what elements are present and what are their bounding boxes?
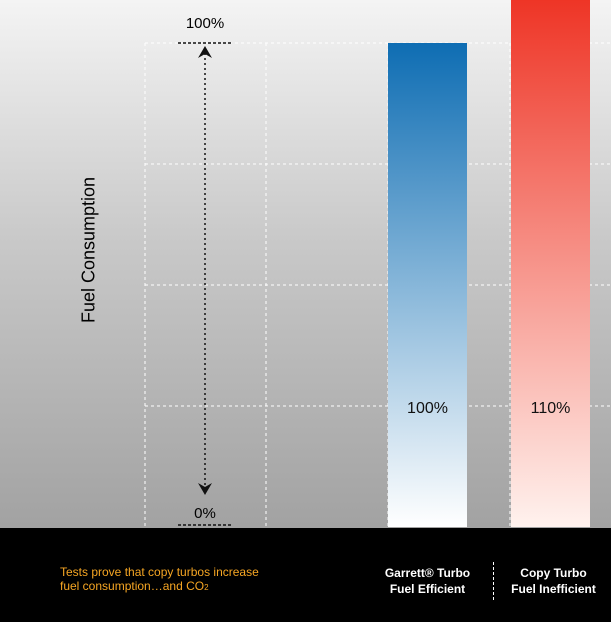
bar-garrett [388, 43, 467, 527]
y-tick-label-100: 100% [185, 15, 225, 32]
y-axis-label: Fuel Consumption [78, 176, 99, 324]
category-divider [493, 562, 494, 600]
footnote: Tests prove that copy turbos increase fu… [60, 565, 350, 595]
arrow-head-up [198, 46, 212, 58]
plot-area [0, 0, 611, 528]
category-garrett-subtitle: Fuel Efficient [389, 582, 466, 596]
category-copy: Copy Turbo Fuel Inefficient [511, 565, 596, 597]
chart-svg [178, 0, 590, 528]
footnote-line-1: Tests prove that copy turbos increase [60, 565, 259, 579]
footer-band [0, 528, 611, 622]
bars [388, 0, 590, 528]
data-label-copy: 110% [530, 400, 571, 417]
data-label-garrett: 100% [407, 400, 448, 417]
y-tick-label-0: 0% [194, 505, 216, 522]
footnote-subscript: 2 [204, 583, 209, 592]
footnote-line-2: fuel consumption…and CO [60, 579, 205, 593]
category-garrett-name: Garrett® Turbo [384, 566, 471, 580]
category-copy-subtitle: Fuel Inefficient [511, 582, 596, 596]
range-arrow [178, 42, 232, 526]
bar-copy [511, 0, 590, 528]
arrow-head-down [198, 483, 212, 495]
category-copy-name: Copy Turbo [520, 566, 587, 580]
category-garrett: Garrett® Turbo Fuel Efficient [385, 565, 470, 597]
